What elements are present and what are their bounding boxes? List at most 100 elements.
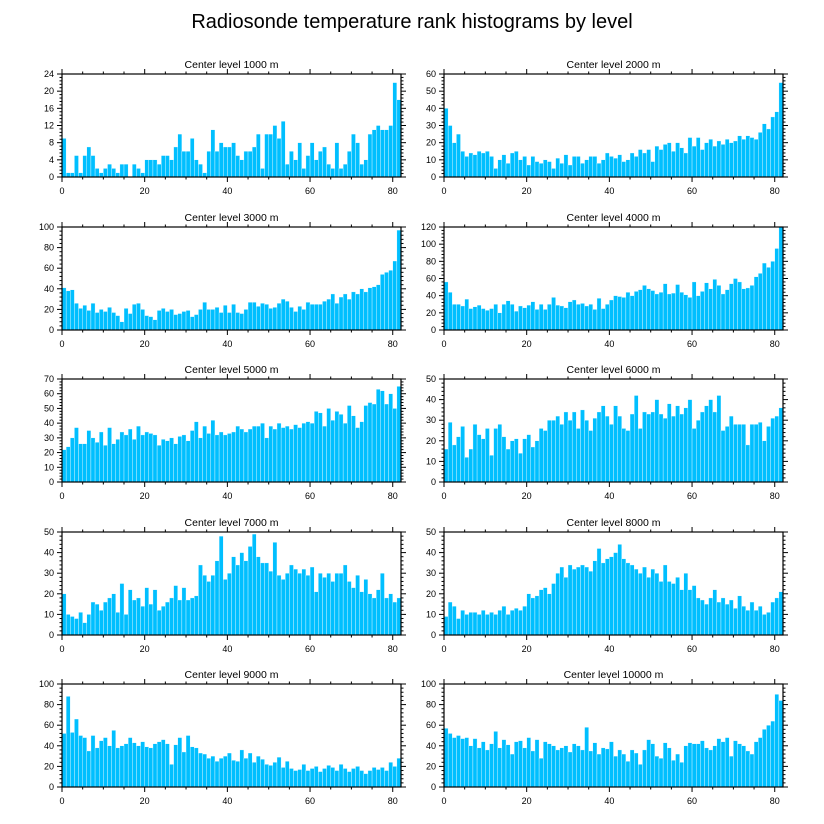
- bar: [580, 303, 585, 331]
- bar: [576, 428, 581, 483]
- bar: [285, 761, 290, 788]
- bar: [351, 291, 356, 331]
- bar: [770, 116, 775, 178]
- y-tick-label: 10: [426, 155, 436, 165]
- x-tick-label: 0: [441, 644, 446, 654]
- x-tick-label: 80: [388, 644, 398, 654]
- bar: [476, 151, 482, 178]
- x-tick-label: 20: [140, 796, 150, 806]
- bar: [766, 426, 771, 483]
- bar: [563, 154, 569, 178]
- bar: [712, 589, 718, 636]
- bar: [621, 558, 627, 636]
- bar: [293, 424, 298, 483]
- bar: [202, 425, 207, 483]
- bar: [148, 603, 154, 636]
- bar: [334, 770, 340, 788]
- bar: [625, 430, 631, 483]
- bar: [301, 764, 307, 788]
- bar: [671, 151, 676, 178]
- bar: [314, 766, 319, 788]
- bar: [646, 577, 651, 636]
- y-tick-label: 40: [426, 548, 436, 558]
- y-tick-label: 80: [44, 243, 54, 253]
- bar: [107, 597, 112, 636]
- bar: [509, 753, 515, 788]
- bar: [514, 310, 519, 331]
- bar: [78, 172, 83, 178]
- bar: [704, 603, 709, 636]
- bar: [322, 768, 327, 788]
- bar: [770, 417, 775, 483]
- bar: [778, 82, 784, 178]
- bar: [509, 152, 515, 178]
- bar: [613, 755, 618, 788]
- bar: [654, 293, 660, 331]
- x-tick-label: 80: [770, 491, 780, 501]
- bar: [210, 575, 216, 636]
- bar: [280, 121, 286, 178]
- bar: [169, 159, 174, 178]
- bar: [161, 439, 166, 483]
- bar: [551, 168, 556, 178]
- bar: [662, 564, 668, 636]
- bar: [687, 742, 693, 788]
- bar: [567, 420, 573, 483]
- bar: [347, 298, 352, 331]
- bar: [189, 746, 195, 788]
- bar: [518, 740, 523, 788]
- y-tick-label: 20: [44, 448, 54, 458]
- bar: [638, 289, 643, 331]
- bar: [468, 448, 474, 483]
- bar: [309, 566, 315, 636]
- bar: [563, 411, 569, 483]
- bar: [592, 742, 598, 788]
- bar: [119, 163, 125, 178]
- panel-title: Center level 2000 m: [567, 59, 661, 71]
- bar: [123, 434, 129, 483]
- bar: [696, 743, 701, 788]
- bar: [107, 307, 112, 331]
- bar: [169, 309, 174, 331]
- bar: [338, 296, 344, 331]
- bar: [74, 718, 79, 788]
- bar: [70, 732, 75, 788]
- bar: [136, 597, 141, 636]
- bar: [584, 727, 589, 788]
- bar: [489, 308, 494, 331]
- bar: [443, 281, 449, 331]
- bar: [555, 157, 560, 178]
- bar: [555, 304, 560, 331]
- y-tick-label: 30: [426, 568, 436, 578]
- bar: [177, 133, 183, 178]
- bar: [745, 444, 751, 483]
- bar: [638, 428, 643, 483]
- bar: [708, 139, 713, 178]
- bar: [272, 762, 278, 788]
- bar: [654, 145, 660, 178]
- bar: [447, 601, 453, 636]
- bar: [285, 300, 290, 331]
- bar: [600, 747, 606, 788]
- y-tick-label: 100: [39, 679, 54, 689]
- bar: [481, 438, 486, 483]
- panel-10: Center level 10000 m 0 20 40 60 80 100 0 20 40 60 8…: [421, 669, 788, 806]
- bar: [745, 610, 751, 636]
- bar: [326, 765, 331, 788]
- bar: [729, 283, 734, 331]
- bar: [268, 133, 274, 178]
- bar: [778, 407, 784, 483]
- bar: [202, 172, 207, 178]
- bar: [280, 579, 286, 636]
- bar: [309, 142, 315, 178]
- bar: [580, 409, 585, 483]
- bar: [243, 309, 249, 331]
- bar: [140, 605, 145, 636]
- bar: [596, 548, 602, 636]
- bar: [90, 437, 96, 483]
- bar: [704, 747, 709, 788]
- x-tick-label: 60: [305, 644, 315, 654]
- bar: [165, 440, 170, 483]
- bar: [547, 593, 552, 636]
- bar: [136, 168, 141, 178]
